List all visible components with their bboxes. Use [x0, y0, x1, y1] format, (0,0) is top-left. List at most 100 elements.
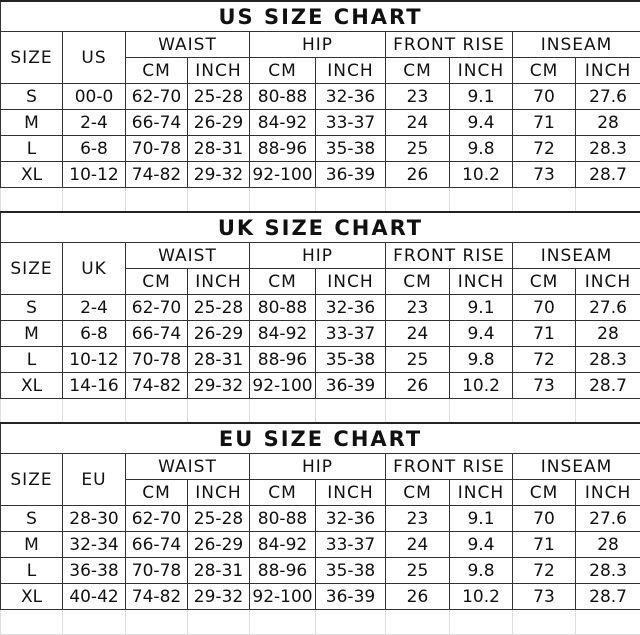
table-cell: 28-30 [63, 506, 126, 532]
spacer-cell [386, 610, 450, 635]
table-cell: 26-29 [188, 321, 250, 347]
group-header: INSEAM [513, 243, 640, 269]
table-cell: 88-96 [250, 136, 316, 162]
table-cell: 73 [513, 373, 576, 399]
table-cell: 32-36 [316, 84, 386, 110]
table-cell: 71 [513, 321, 576, 347]
inch-header: INCH [188, 480, 250, 506]
table-cell: 10-12 [63, 347, 126, 373]
spacer-cell [188, 188, 250, 213]
table-cell: L [1, 347, 63, 373]
table-cell: 35-38 [316, 347, 386, 373]
spacer-cell [250, 399, 316, 424]
table-cell: 25-28 [188, 506, 250, 532]
table-cell: 29-32 [188, 584, 250, 610]
spacer-cell [250, 188, 316, 213]
table-cell: 29-32 [188, 373, 250, 399]
table-cell: 80-88 [250, 295, 316, 321]
table-cell: 62-70 [126, 506, 188, 532]
table-cell: 00-0 [63, 84, 126, 110]
table-cell: 25 [386, 347, 450, 373]
table-cell: 28 [576, 110, 640, 136]
table-cell: S [1, 295, 63, 321]
table-cell: 9.1 [450, 506, 513, 532]
chart-title: EU SIZE CHART [1, 423, 640, 454]
table-cell: 71 [513, 532, 576, 558]
size-header: SIZE [1, 32, 63, 84]
spacer-cell [450, 610, 513, 635]
table-cell: 28.7 [576, 584, 640, 610]
table-cell: 36-38 [63, 558, 126, 584]
table-cell: 73 [513, 162, 576, 188]
group-header: INSEAM [513, 32, 640, 58]
table-cell: 25-28 [188, 84, 250, 110]
table-cell: 70-78 [126, 347, 188, 373]
table-cell: 36-39 [316, 584, 386, 610]
spacer-cell [513, 188, 576, 213]
table-cell: 72 [513, 558, 576, 584]
chart-title: US SIZE CHART [1, 1, 640, 32]
table-cell: 9.1 [450, 295, 513, 321]
table-cell: 36-39 [316, 162, 386, 188]
table-cell: 92-100 [250, 373, 316, 399]
table-cell: 40-42 [63, 584, 126, 610]
table-cell: M [1, 532, 63, 558]
table-cell: 80-88 [250, 84, 316, 110]
table-cell: 28.3 [576, 558, 640, 584]
table-cell: 28.7 [576, 162, 640, 188]
table-cell: 92-100 [250, 162, 316, 188]
table-cell: 24 [386, 532, 450, 558]
spacer-cell [188, 610, 250, 635]
table-cell: 26 [386, 162, 450, 188]
table-cell: 28-31 [188, 558, 250, 584]
cm-header: CM [386, 480, 450, 506]
table-cell: 9.4 [450, 110, 513, 136]
table-cell: 24 [386, 321, 450, 347]
table-cell: 35-38 [316, 136, 386, 162]
table-cell: 28-31 [188, 136, 250, 162]
table-cell: 71 [513, 110, 576, 136]
cm-header: CM [250, 269, 316, 295]
spacer-cell [126, 399, 188, 424]
inch-header: INCH [316, 58, 386, 84]
table-cell: M [1, 321, 63, 347]
cm-header: CM [250, 58, 316, 84]
spacer-cell [1, 610, 63, 635]
inch-header: INCH [450, 58, 513, 84]
cm-header: CM [126, 269, 188, 295]
inch-header: INCH [188, 269, 250, 295]
table-cell: 9.8 [450, 347, 513, 373]
table-cell: 35-38 [316, 558, 386, 584]
table-cell: 9.4 [450, 532, 513, 558]
table-cell: 28 [576, 532, 640, 558]
table-cell: 28-31 [188, 347, 250, 373]
inch-header: INCH [188, 58, 250, 84]
table-cell: 25 [386, 136, 450, 162]
size-header: SIZE [1, 454, 63, 506]
inch-header: INCH [316, 480, 386, 506]
table-cell: 26-29 [188, 532, 250, 558]
table-cell: 84-92 [250, 110, 316, 136]
table-cell: 80-88 [250, 506, 316, 532]
table-cell: 26 [386, 373, 450, 399]
cm-header: CM [386, 269, 450, 295]
table-cell: 26-29 [188, 110, 250, 136]
group-header: FRONT RISE [386, 32, 513, 58]
cm-header: CM [250, 480, 316, 506]
group-header: FRONT RISE [386, 454, 513, 480]
table-cell: 28 [576, 321, 640, 347]
table-cell: 74-82 [126, 162, 188, 188]
table-cell: 33-37 [316, 532, 386, 558]
table-cell: 2-4 [63, 110, 126, 136]
